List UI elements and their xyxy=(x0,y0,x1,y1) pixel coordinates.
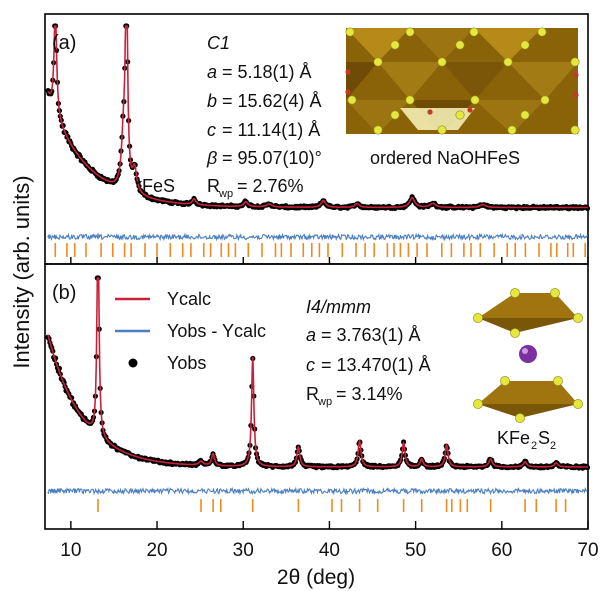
panel-a-impurity-label: *FeS xyxy=(135,176,175,196)
panel-b-param-rwp: R wp = 3.14% xyxy=(306,384,403,408)
legend-obs-marker xyxy=(128,358,138,368)
panel-b-reflection-ticks xyxy=(97,499,567,512)
panel-a-param-rwp: R wp = 2.76% xyxy=(207,176,304,200)
svg-text:c: c xyxy=(207,120,216,140)
svg-text:S: S xyxy=(538,428,550,448)
sulfur-atoms xyxy=(345,27,580,135)
svg-text:b: b xyxy=(207,91,217,111)
panel-a-space-group: C1 xyxy=(207,33,230,53)
svg-text:a: a xyxy=(207,62,217,82)
x-tick-label: 30 xyxy=(233,540,254,561)
panel-b-label: (b) xyxy=(52,282,76,304)
svg-text:wp: wp xyxy=(218,188,233,200)
x-tick-label: 70 xyxy=(577,540,598,561)
panel-b-structure-label: KFe 2 S 2 xyxy=(497,428,556,452)
panel-b-diff-line xyxy=(47,486,588,496)
svg-text:= 15.62(4) Å: = 15.62(4) Å xyxy=(222,91,322,111)
panel-a-param-beta: β = 95.07(10)° xyxy=(206,148,322,168)
panel-b-param-a: a = 3.763(1) Å xyxy=(306,325,421,345)
svg-text:2: 2 xyxy=(531,440,537,452)
legend-diff-label: Yobs - Ycalc xyxy=(167,321,266,341)
panel-a-ycalc-line xyxy=(47,25,588,209)
svg-text:= 3.14%: = 3.14% xyxy=(336,384,403,404)
sulfur-atoms xyxy=(473,288,583,423)
svg-text:= 3.763(1) Å: = 3.763(1) Å xyxy=(321,325,421,345)
x-tick-label: 60 xyxy=(491,540,512,561)
x-tick-label: 10 xyxy=(60,540,81,561)
panel-a-reflection-ticks xyxy=(54,243,587,257)
panel-a-diff-line xyxy=(47,232,589,242)
x-axis-label: 2θ (deg) xyxy=(277,566,355,589)
panel-b-frame xyxy=(44,263,589,530)
svg-text:= 13.470(1) Å: = 13.470(1) Å xyxy=(321,355,431,375)
y-axis-label: Intensity (arb. units) xyxy=(9,175,34,368)
panel-b-ycalc-line xyxy=(47,277,588,468)
svg-text:R: R xyxy=(306,384,319,404)
svg-text:= 2.76%: = 2.76% xyxy=(237,176,304,196)
x-tick-label: 50 xyxy=(405,540,426,561)
svg-text:KFe: KFe xyxy=(497,428,530,448)
svg-text:a: a xyxy=(306,325,316,345)
svg-text:wp: wp xyxy=(317,396,332,408)
panel-a-structure-label: ordered NaOHFeS xyxy=(370,148,520,168)
panel-b-data xyxy=(45,275,591,512)
svg-text:R: R xyxy=(207,176,220,196)
svg-text:c: c xyxy=(306,355,315,375)
svg-text:= 5.18(1) Å: = 5.18(1) Å xyxy=(222,62,312,82)
naohfes-structure-image xyxy=(345,27,580,135)
legend-obs-label: Yobs xyxy=(167,353,206,373)
panel-a-data xyxy=(45,23,591,257)
x-tick-label: 20 xyxy=(146,540,167,561)
svg-text:= 11.14(1) Å: = 11.14(1) Å xyxy=(222,120,320,140)
kfe2s2-structure-image xyxy=(473,288,583,423)
panel-a-param-b: b = 15.62(4) Å xyxy=(207,91,322,111)
legend-ycalc-label: Ycalc xyxy=(167,289,211,309)
panel-a-param-a: a = 5.18(1) Å xyxy=(207,62,312,82)
svg-text:2: 2 xyxy=(550,440,556,452)
x-tick-label: 40 xyxy=(319,540,340,561)
svg-text:β: β xyxy=(206,148,217,168)
panel-a-label: (a) xyxy=(52,32,76,54)
svg-text:= 95.07(10)°: = 95.07(10)° xyxy=(222,148,322,168)
legend: Ycalc Yobs - Ycalc Yobs xyxy=(115,289,266,373)
panel-b-param-c: c = 13.470(1) Å xyxy=(306,355,431,375)
panel-a-param-c: c = 11.14(1) Å xyxy=(207,120,320,140)
axis-ticks: 10 20 30 40 50 60 70 xyxy=(60,257,599,561)
panel-b-space-group: I4/mmm xyxy=(306,297,371,317)
potassium-atom xyxy=(519,345,537,363)
